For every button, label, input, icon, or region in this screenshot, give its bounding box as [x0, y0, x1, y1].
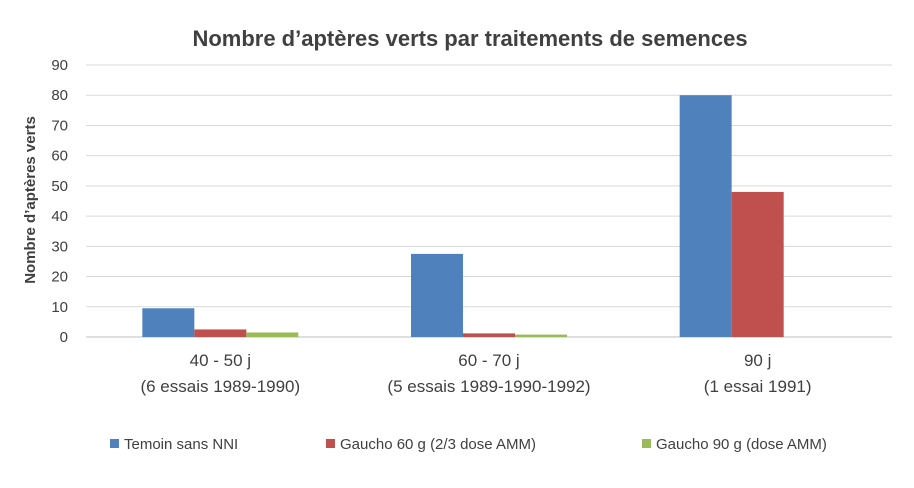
- legend-item-2: Gaucho 90 g (dose AMM): [642, 436, 827, 453]
- x-tick-label: 40 - 50 j: [190, 351, 251, 370]
- y-tick-label: 90: [51, 57, 68, 74]
- x-tick-label: (5 essais 1989-1990-1992): [387, 377, 590, 396]
- x-axis-ticks: 40 - 50 j (6 essais 1989-1990) 60 - 70 j (5…: [140, 351, 811, 396]
- legend-item-0: Temoin sans NNI: [110, 436, 238, 453]
- bar-0-2: [679, 95, 732, 337]
- legend-swatch: [642, 439, 651, 448]
- x-tick-label: (1 essai 1991): [704, 377, 812, 396]
- legend-label: Temoin sans NNI: [124, 436, 238, 453]
- chart-title: Nombre d’aptères verts par traitements d…: [192, 26, 747, 51]
- legend: Temoin sans NNI Gaucho 60 g (2/3 dose AMM…: [110, 436, 827, 453]
- y-axis-label: Nombre d’aptères verts: [22, 116, 39, 284]
- legend-label: Gaucho 90 g (dose AMM): [656, 436, 827, 453]
- y-tick-label: 20: [51, 269, 68, 286]
- y-tick-label: 70: [51, 117, 68, 134]
- legend-item-1: Gaucho 60 g (2/3 dose AMM): [326, 436, 536, 453]
- bars: [142, 95, 784, 337]
- bar-0-0: [142, 308, 195, 337]
- x-tick-label: (6 essais 1989-1990): [140, 377, 300, 396]
- bar-1-1: [463, 333, 515, 337]
- bar-2-1: [515, 334, 567, 337]
- x-tick-label: 60 - 70 j: [458, 351, 519, 370]
- y-tick-label: 50: [51, 178, 68, 195]
- legend-swatch: [326, 439, 335, 448]
- bar-1-0: [194, 329, 247, 337]
- y-tick-label: 60: [51, 148, 68, 165]
- y-tick-label: 80: [51, 87, 68, 104]
- bar-2-0: [246, 332, 299, 337]
- legend-swatch: [110, 439, 119, 448]
- y-tick-label: 40: [51, 208, 68, 225]
- bar-1-2: [731, 191, 784, 337]
- legend-label: Gaucho 60 g (2/3 dose AMM): [340, 436, 536, 453]
- y-tick-label: 10: [51, 299, 68, 316]
- x-tick-label: 90 j: [744, 351, 771, 370]
- y-axis-ticks: 0 10 20 30 40 50 60 70 80 90: [51, 57, 68, 346]
- bar-0-1: [411, 253, 463, 337]
- y-tick-label: 30: [51, 238, 68, 255]
- y-tick-label: 0: [60, 329, 68, 346]
